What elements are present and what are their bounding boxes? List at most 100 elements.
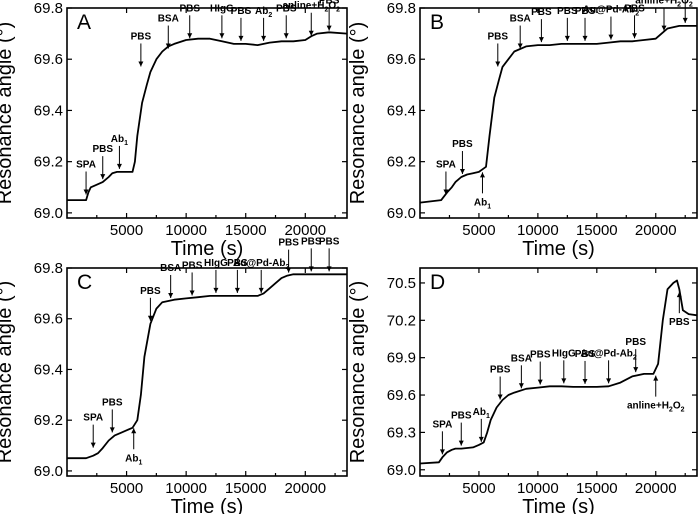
chart-panel-d: 5000 10000 15000 20000 69.0 69.3 69.6 69.9 70.2 7… <box>347 267 698 514</box>
annotation-arrowhead <box>168 292 174 298</box>
annotation-label: PBS <box>227 258 248 269</box>
annotation-label: PBS <box>182 260 203 271</box>
annotation-arrowhead <box>479 172 485 178</box>
x-tick-label: 5000 <box>462 222 495 239</box>
sensorgram-line <box>419 279 698 465</box>
y-tick-label: 69.2 <box>34 154 63 171</box>
annotation-label: Ab1 <box>474 197 491 210</box>
x-tick-label: 20000 <box>284 480 326 497</box>
y-axis-label: Resonance angle (°) <box>347 281 369 464</box>
x-tick-label: 10000 <box>517 222 559 239</box>
annotation-arrowhead <box>147 315 153 321</box>
annotation-label: PBS <box>452 139 473 150</box>
annotation-label: PBS <box>669 317 690 328</box>
y-tick-label: 69.6 <box>34 51 63 68</box>
annotation-label: PBS <box>530 350 551 361</box>
annotation-arrowhead <box>238 35 244 41</box>
y-tick-label: 69.8 <box>34 0 63 17</box>
annotation-label: PBS <box>276 3 297 14</box>
annotation-arrowhead <box>561 378 567 384</box>
annotation-arrowhead <box>582 35 588 41</box>
annotation-arrowhead <box>606 378 612 384</box>
annotation-label: PBS <box>319 236 340 247</box>
annotation-label: PBS <box>319 0 340 7</box>
annotation-label: PBS <box>131 31 152 42</box>
annotation-label: Au@Pd-Ab2 <box>583 5 640 18</box>
annotation-label: BSA <box>510 14 531 25</box>
annotation-arrowhead <box>518 383 524 389</box>
annotation-label: HIgG <box>210 3 234 14</box>
annotation-arrowhead <box>439 449 445 455</box>
annotation-arrowhead <box>517 43 523 49</box>
plot-frame <box>419 267 698 477</box>
annotation-arrowhead <box>83 189 89 195</box>
annotation-label: Ab2 <box>255 6 272 19</box>
annotation-arrowhead <box>478 436 484 442</box>
annotation-arrowhead <box>234 287 240 293</box>
chart-panel-b: 5000 10000 15000 20000 69.0 69.2 69.4 69.6 69.8 T… <box>347 0 698 260</box>
annotation-arrowhead <box>308 266 314 272</box>
annotation-arrowhead <box>443 189 449 195</box>
y-tick-label: 70.2 <box>387 312 416 329</box>
annotation-label: PBS <box>490 365 511 376</box>
y-tick-label: 69.3 <box>387 424 416 441</box>
annotation-arrowhead <box>326 25 332 31</box>
chart-panel-a: 5000 10000 15000 20000 69.0 69.2 69.4 69.6 69.8 T… <box>0 0 348 260</box>
annotation-label: SPA <box>436 160 456 171</box>
x-tick-label: 20000 <box>635 480 677 497</box>
annotation-arrowhead <box>90 442 96 448</box>
annotation-arrowhead <box>261 35 267 41</box>
annotation-arrowhead <box>459 169 465 175</box>
annotation-arrowhead <box>100 174 106 180</box>
annotation-arrowhead <box>187 33 193 39</box>
y-tick-label: 69.4 <box>34 361 63 378</box>
annotation-label: PBS <box>102 397 123 408</box>
annotation-label: HIgG <box>204 258 228 269</box>
annotation-label: BSA <box>158 14 179 25</box>
annotation-label: Ab1 <box>473 407 490 420</box>
y-axis-label: Resonance angle (°) <box>0 22 16 205</box>
annotation-arrowhead <box>138 61 144 67</box>
annotation-arrowhead <box>661 25 667 31</box>
annotation-label: PBS <box>231 6 252 17</box>
annotation-arrowhead <box>308 30 314 36</box>
annotation-arrowhead <box>564 35 570 41</box>
annotation-label: PBS <box>301 236 322 247</box>
annotation-arrowhead <box>109 427 115 433</box>
y-tick-label: 69.8 <box>387 0 416 17</box>
y-tick-label: 69.4 <box>387 102 416 119</box>
y-tick-label: 69.0 <box>387 205 416 222</box>
y-tick-label: 69.6 <box>387 387 416 404</box>
annotation-label: PBS <box>140 286 161 297</box>
x-axis-label: Time (s) <box>522 238 595 260</box>
annotation-label: PBS <box>575 349 596 360</box>
annotation-label: PBS <box>575 6 596 17</box>
annotation-label: Au@Pd-Ab2 <box>233 258 290 271</box>
x-tick-label: 5000 <box>462 480 495 497</box>
annotation-arrowhead <box>286 267 292 273</box>
x-tick-label: 10000 <box>165 222 207 239</box>
annotation-arrowhead <box>682 17 688 23</box>
plot-frame <box>66 267 348 477</box>
annotation-label: PBS <box>92 144 113 155</box>
annotation-arrowhead <box>497 394 503 400</box>
x-tick-label: 5000 <box>110 222 143 239</box>
x-tick-label: 5000 <box>110 480 143 497</box>
annotation-arrowhead <box>538 37 544 43</box>
y-tick-label: 69.9 <box>387 350 416 367</box>
sensorgram-line <box>419 25 697 204</box>
panel-label: D <box>430 271 445 294</box>
y-tick-label: 69.0 <box>34 205 63 222</box>
x-axis-label: Time (s) <box>171 238 244 260</box>
annotation-arrowhead <box>326 266 332 272</box>
annotation-label: anline+H2O2 <box>282 1 340 14</box>
annotation-arrowhead <box>258 287 264 293</box>
annotation-arrowhead <box>633 367 639 373</box>
panel-label: B <box>430 11 444 34</box>
plot-frame <box>66 7 348 219</box>
annotation-label: PBS <box>624 3 645 14</box>
x-tick-label: 10000 <box>165 480 207 497</box>
annotation-arrowhead <box>495 61 501 67</box>
annotation-arrowhead <box>131 428 137 434</box>
